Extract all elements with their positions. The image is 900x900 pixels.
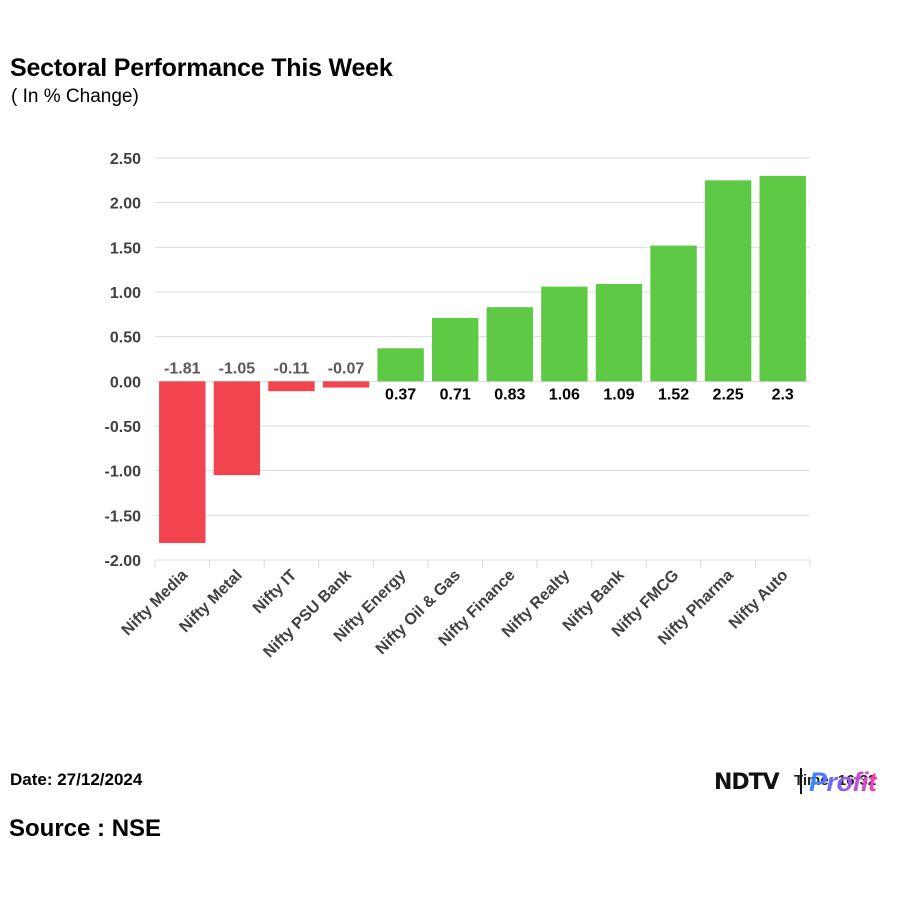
data-label: 0.83 (494, 386, 525, 403)
bar (486, 307, 533, 382)
bar (704, 180, 752, 382)
data-label: -0.11 (274, 360, 310, 377)
brand-profit-text: Profit (809, 767, 877, 797)
bar (650, 245, 697, 382)
data-label: 1.06 (549, 386, 580, 403)
y-tick-label: 0.50 (110, 330, 141, 347)
y-tick-label: 1.00 (110, 285, 141, 302)
x-category-label: Nifty IT (250, 567, 301, 618)
bar (159, 381, 206, 544)
data-label: 1.09 (603, 386, 634, 403)
data-label: 2.25 (713, 386, 744, 403)
y-tick-label: 0.00 (110, 374, 141, 391)
bar (377, 348, 424, 382)
y-tick-label: -1.50 (105, 508, 142, 525)
y-tick-label: 2.00 (110, 196, 141, 213)
bar (595, 283, 643, 382)
brand-separator (800, 768, 802, 794)
bar (268, 381, 315, 392)
data-label: -1.05 (219, 360, 256, 377)
brand-logo: NDTV Time: 16:32 Profit (714, 764, 894, 804)
y-tick-label: 2.50 (110, 151, 141, 168)
chart-title: Sectoral Performance This Week (10, 54, 393, 82)
bar (759, 175, 806, 382)
data-label: 0.71 (440, 386, 471, 403)
chart-subtitle: ( In % Change) (11, 86, 139, 107)
data-source: Source : NSE (9, 815, 162, 842)
y-tick-label: 1.50 (110, 240, 141, 257)
bar (432, 317, 479, 382)
data-label: 0.37 (385, 386, 416, 403)
bar (213, 381, 261, 476)
data-label: 1.52 (658, 386, 689, 403)
bar (541, 286, 588, 382)
data-label: -0.07 (328, 360, 365, 377)
y-tick-label: -1.00 (105, 464, 142, 481)
data-label: 2.3 (772, 386, 794, 403)
brand-ndtv-text: NDTV (714, 770, 780, 795)
time-overlay: Time: 16:32 (794, 772, 876, 789)
y-tick-label: -0.50 (105, 419, 142, 436)
bar (322, 381, 370, 388)
data-label: -1.81 (164, 360, 201, 377)
report-date: Date: 27/12/2024 (10, 770, 143, 789)
y-tick-label: -2.00 (105, 553, 142, 570)
x-category-label: Nifty Auto (726, 567, 792, 633)
